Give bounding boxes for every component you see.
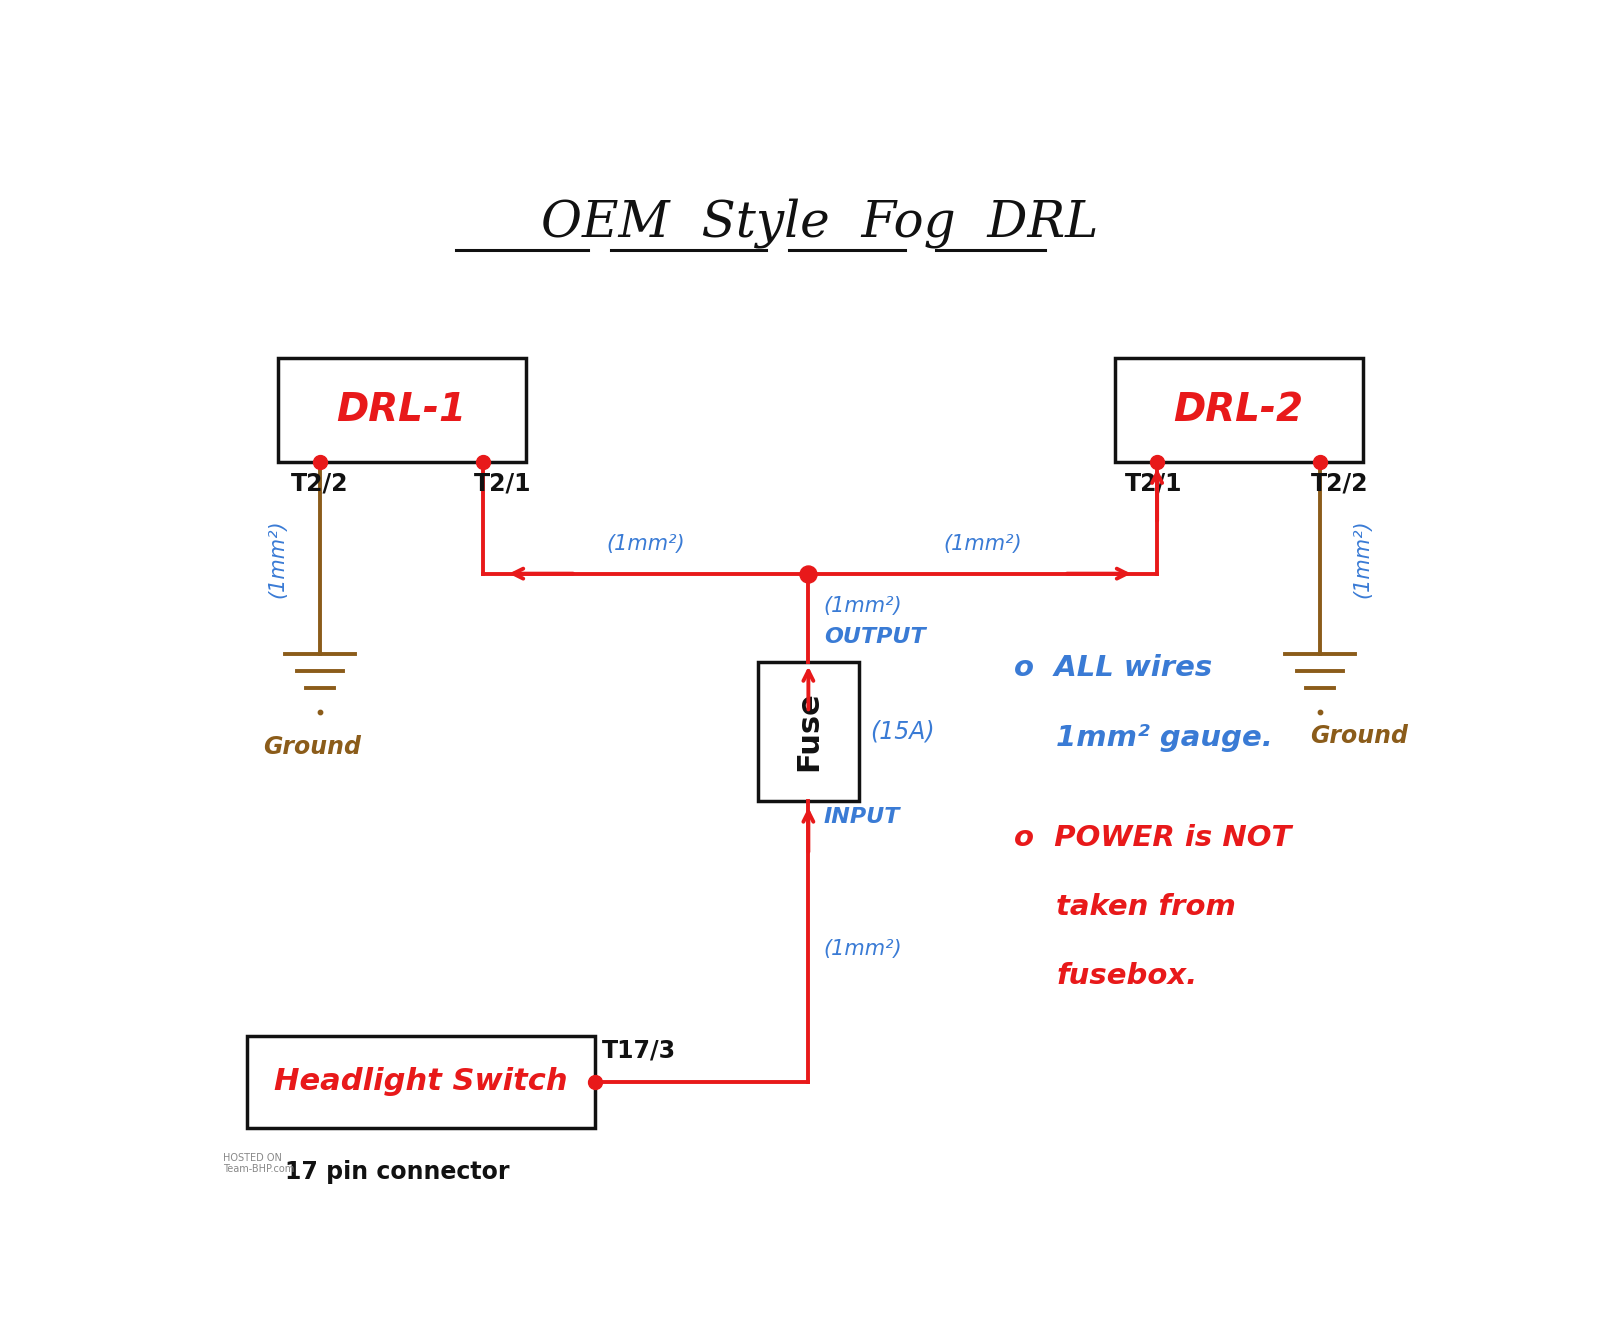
Text: o  ALL wires: o ALL wires	[1014, 654, 1213, 683]
Text: DRL-1: DRL-1	[336, 392, 467, 429]
Text: (1mm²): (1mm²)	[944, 535, 1022, 554]
Text: taken from: taken from	[1056, 893, 1237, 921]
Point	[1144, 452, 1170, 473]
Text: (1mm²): (1mm²)	[824, 597, 902, 617]
Text: o  POWER is NOT: o POWER is NOT	[1014, 823, 1291, 852]
Text: Fuse: Fuse	[794, 692, 822, 771]
Text: OEM  Style  Fog  DRL: OEM Style Fog DRL	[541, 198, 1099, 248]
Text: Ground: Ground	[264, 735, 362, 759]
Point	[307, 701, 333, 723]
Text: 17 pin connector: 17 pin connector	[285, 1160, 510, 1184]
Point	[582, 1071, 608, 1093]
Text: Headlight Switch: Headlight Switch	[274, 1067, 568, 1097]
Text: (1mm²): (1mm²)	[267, 519, 288, 598]
Text: (15A): (15A)	[870, 720, 934, 743]
Text: DRL-2: DRL-2	[1173, 392, 1304, 429]
Point	[307, 452, 333, 473]
Text: T2/1: T2/1	[1125, 471, 1182, 495]
Text: T2/2: T2/2	[1310, 471, 1368, 495]
Text: (1mm²): (1mm²)	[606, 535, 685, 554]
Point	[470, 452, 496, 473]
Bar	[1115, 358, 1363, 463]
Text: Ground: Ground	[1310, 724, 1408, 748]
Text: 1mm² gauge.: 1mm² gauge.	[1056, 724, 1274, 752]
Text: OUTPUT: OUTPUT	[824, 626, 925, 646]
Bar	[758, 662, 859, 801]
Text: T2/2: T2/2	[291, 471, 349, 495]
Point	[1307, 452, 1333, 473]
Text: INPUT: INPUT	[824, 807, 901, 827]
Bar	[277, 358, 525, 463]
Text: fusebox.: fusebox.	[1056, 963, 1198, 991]
Text: T17/3: T17/3	[602, 1038, 675, 1062]
Text: T2/1: T2/1	[474, 471, 531, 495]
Text: HOSTED ON
Team-BHP.com: HOSTED ON Team-BHP.com	[224, 1153, 294, 1175]
Bar	[246, 1035, 595, 1128]
Point	[795, 563, 821, 585]
Text: (1mm²): (1mm²)	[1352, 519, 1373, 598]
Point	[1307, 701, 1333, 723]
Text: (1mm²): (1mm²)	[824, 939, 902, 959]
